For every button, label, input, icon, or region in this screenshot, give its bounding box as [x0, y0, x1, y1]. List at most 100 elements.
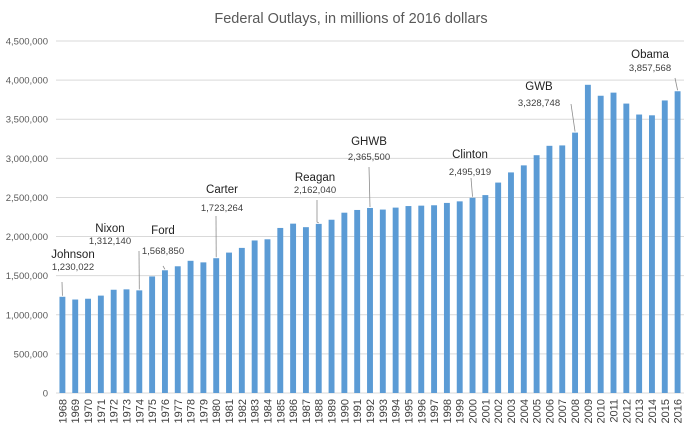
bar	[341, 212, 348, 393]
x-tick-label: 1988	[314, 399, 326, 423]
x-tick-label: 2010	[596, 399, 608, 423]
y-tick-label: 3,500,000	[6, 115, 48, 126]
annotation-name: Obama	[631, 49, 669, 61]
bar	[251, 240, 258, 393]
x-tick-label: 1991	[352, 399, 364, 423]
x-tick-label: 1974	[134, 399, 146, 423]
x-tick-label: 1984	[262, 399, 274, 423]
x-tick-label: 1978	[186, 399, 198, 423]
chart-title: Federal Outlays, in millions of 2016 dol…	[214, 11, 487, 27]
y-tick-label: 1,500,000	[6, 271, 48, 282]
bar	[482, 195, 489, 393]
annotation-value: 2,365,500	[348, 152, 390, 163]
bar	[661, 100, 668, 394]
bar	[392, 207, 399, 393]
x-tick-label: 1980	[211, 399, 223, 423]
bar	[85, 298, 91, 393]
x-tick-label: 2011	[609, 399, 621, 423]
bar	[546, 145, 553, 393]
x-tick-label: 2002	[493, 399, 505, 423]
bar	[149, 276, 156, 393]
x-tick-label: 1973	[121, 399, 133, 423]
annotation-name: Carter	[206, 184, 238, 196]
x-tick-label: 1987	[301, 399, 313, 423]
bar	[405, 206, 412, 393]
y-tick-label: 4,500,000	[6, 37, 48, 48]
y-tick-label: 2,500,000	[6, 193, 48, 204]
y-tick-label: 0	[43, 389, 48, 400]
x-tick-label: 1990	[339, 399, 351, 423]
bar	[533, 155, 540, 393]
bar	[610, 92, 617, 394]
x-tick-label: 1971	[96, 399, 108, 423]
x-tick-label: 2015	[660, 399, 672, 423]
y-tick-label: 500,000	[14, 349, 48, 360]
x-tick-label: 1997	[429, 399, 441, 423]
bar	[597, 95, 604, 393]
annotation-value: 3,857,568	[629, 63, 671, 74]
x-tick-label: 1970	[83, 399, 95, 423]
bar	[213, 258, 220, 393]
bar	[379, 209, 386, 393]
x-tick-label: 1983	[250, 399, 262, 423]
annotation-value: 3,328,748	[518, 98, 560, 109]
bar	[354, 209, 361, 393]
x-tick-label: 1993	[378, 399, 390, 423]
bar	[456, 201, 463, 393]
x-tick-label: 2013	[634, 399, 646, 423]
x-axis-ticks: 1968 1969 1970 1971 1972 1973 1974 1975 1976 1977…	[57, 399, 684, 423]
bar	[367, 207, 373, 393]
x-tick-label: 2004	[519, 399, 531, 423]
bar	[136, 290, 143, 393]
bar	[110, 289, 117, 393]
annotation-leader	[674, 77, 678, 91]
bar	[623, 103, 630, 394]
x-tick-label: 1968	[57, 399, 69, 423]
x-tick-label: 1972	[109, 399, 121, 423]
bar	[72, 299, 79, 393]
bar	[302, 227, 309, 393]
x-tick-label: 2006	[544, 399, 556, 423]
x-tick-label: 2007	[557, 399, 569, 423]
bar	[277, 227, 284, 393]
x-tick-label: 1979	[198, 399, 210, 423]
x-tick-label: 1977	[173, 399, 185, 423]
annotation-value: 1,312,140	[89, 236, 131, 247]
x-tick-label: 1975	[147, 399, 159, 423]
annotation-value: 2,162,040	[294, 185, 336, 196]
annotation-name: Ford	[151, 225, 175, 237]
annotation-name: Johnson	[51, 249, 94, 261]
x-tick-label: 2016	[673, 399, 685, 423]
bar	[200, 262, 207, 393]
annotation-value: 1,568,850	[142, 246, 184, 257]
bar	[315, 223, 322, 393]
x-tick-label: 1999	[455, 399, 467, 423]
x-tick-label: 1985	[275, 399, 287, 423]
x-tick-label: 2012	[621, 399, 633, 423]
x-tick-label: 1996	[416, 399, 428, 423]
x-tick-label: 1982	[237, 399, 249, 423]
bar	[520, 165, 527, 393]
annotation-leader	[316, 200, 319, 224]
bar	[584, 84, 591, 393]
x-tick-label: 1986	[288, 399, 300, 423]
bar	[290, 223, 297, 393]
annotation-name: GWB	[525, 81, 553, 93]
x-tick-label: 1981	[224, 399, 236, 423]
annotation-name: Nixon	[95, 223, 124, 235]
annotation-leader	[470, 177, 473, 197]
x-tick-label: 2000	[468, 399, 480, 423]
x-tick-label: 2005	[532, 399, 544, 423]
annotation-leader	[162, 265, 166, 270]
bar	[174, 266, 181, 393]
bar	[431, 205, 438, 393]
bar	[469, 197, 476, 393]
annotation-leader	[368, 166, 371, 207]
x-tick-label: 2003	[506, 399, 518, 423]
bar	[572, 132, 579, 394]
y-axis-ticks: 0 500,000 1,000,000 1,500,000 2,000,000 2,500…	[6, 37, 48, 400]
bars	[59, 84, 681, 394]
bar	[238, 247, 245, 393]
